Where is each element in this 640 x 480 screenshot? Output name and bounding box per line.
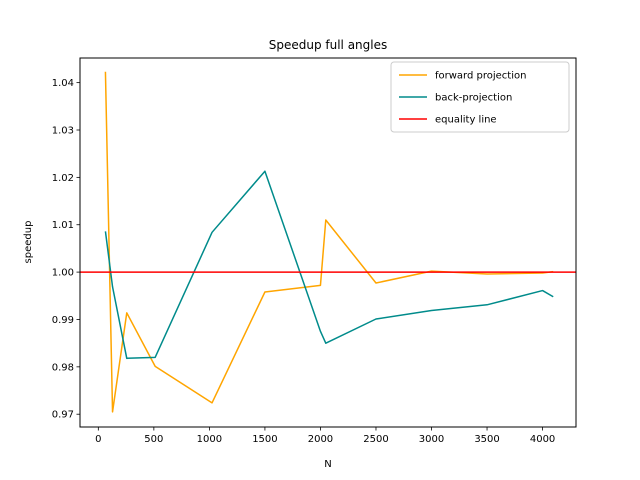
x-tick-label: 3500 — [474, 434, 499, 445]
axes-frame — [79, 57, 577, 428]
y-tick-label: 1.04 — [52, 78, 74, 89]
x-tick-label: 1500 — [252, 434, 277, 445]
series-layer — [80, 71, 576, 413]
x-tick-label: 1000 — [197, 434, 222, 445]
y-tick-label: 1.03 — [52, 126, 74, 137]
legend: forward projection back-projection equalit… — [390, 61, 570, 133]
x-tick-label: 4000 — [530, 434, 555, 445]
y-tick-label: 1.00 — [52, 268, 74, 279]
y-tick-label: 0.98 — [52, 362, 74, 373]
y-axis-ticks: 0.97 0.98 0.99 1.00 1.01 1.02 1.03 1.04 — [52, 78, 80, 421]
legend-box — [390, 61, 570, 133]
y-tick-label: 1.01 — [52, 220, 74, 231]
series-line-forward-projection — [104, 71, 554, 413]
chart-title: Speedup full angles — [269, 38, 388, 52]
x-tick-label: 2500 — [363, 434, 388, 445]
x-tick-label: 0 — [95, 434, 101, 445]
y-tick-label: 1.02 — [52, 173, 74, 184]
x-tick-label: 500 — [144, 434, 163, 445]
legend-label: back-projection — [435, 93, 512, 104]
series-line-back-projection — [104, 170, 554, 360]
legend-label: equality line — [435, 115, 497, 126]
plot-area: 0 500 1000 1500 2000 2500 3000 3500 4000 0.970.9… — [52, 57, 577, 445]
y-tick-label: 0.99 — [52, 315, 74, 326]
x-axis-label: N — [324, 459, 331, 470]
y-tick-label: 0.97 — [52, 410, 74, 421]
x-axis-ticks: 0 500 1000 1500 2000 2500 3000 3500 4000 — [95, 427, 555, 445]
y-axis-label: speedup — [23, 221, 34, 264]
legend-label: forward projection — [435, 71, 526, 82]
x-tick-label: 2000 — [308, 434, 333, 445]
x-tick-label: 3000 — [419, 434, 444, 445]
